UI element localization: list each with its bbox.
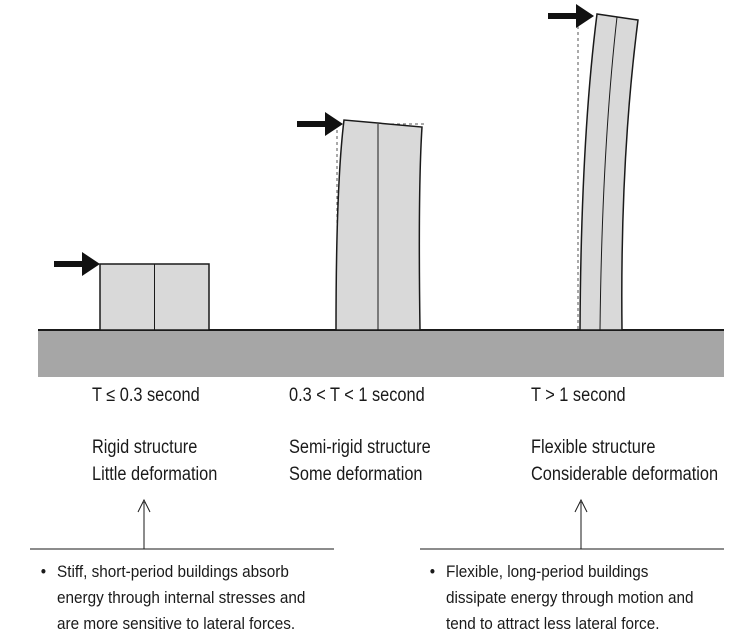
note-right-line: tend to attract less lateral force. <box>446 614 660 633</box>
flexible-period-label: T > 1 second <box>531 385 626 406</box>
note-left: • Stiff, short-period buildings absorb e… <box>41 559 306 637</box>
flexible-building-body <box>579 13 639 331</box>
pointer-arrow-right <box>574 498 588 549</box>
semi-rigid-deformation-label: Some deformation <box>289 464 423 485</box>
lateral-force-arrow-flexible <box>548 4 594 28</box>
semi-rigid-period-label: 0.3 < T < 1 second <box>289 385 425 406</box>
note-left-line: energy through internal stresses and <box>57 588 306 607</box>
note-right-line: Flexible, long-period buildings <box>446 562 649 581</box>
bullet-icon: • <box>40 562 47 581</box>
flexible-type-label: Flexible structure <box>531 437 656 458</box>
semi-rigid-building-body <box>335 119 423 331</box>
flexible-building-center-line <box>599 16 618 331</box>
bullet-icon: • <box>429 562 436 581</box>
flexible-deformation-label: Considerable deformation <box>531 464 719 485</box>
lateral-force-arrow-rigid <box>54 252 100 276</box>
flexible-building <box>577 13 639 331</box>
rigid-building <box>99 263 210 331</box>
ground <box>38 330 724 377</box>
note-right-line: dissipate energy through motion and <box>446 588 694 607</box>
semi-rigid-type-label: Semi-rigid structure <box>289 437 431 458</box>
rigid-type-label: Rigid structure <box>92 437 198 458</box>
pointer-arrow-left <box>137 498 151 549</box>
rigid-deformation-label: Little deformation <box>92 464 218 485</box>
lateral-force-arrow-semi-rigid <box>297 112 343 136</box>
rigid-period-label: T ≤ 0.3 second <box>92 385 200 406</box>
note-left-line: Stiff, short-period buildings absorb <box>57 562 289 581</box>
note-right: • Flexible, long-period buildings dissip… <box>430 559 694 637</box>
semi-rigid-building <box>335 119 425 331</box>
note-left-line: are more sensitive to lateral forces. <box>57 614 296 633</box>
